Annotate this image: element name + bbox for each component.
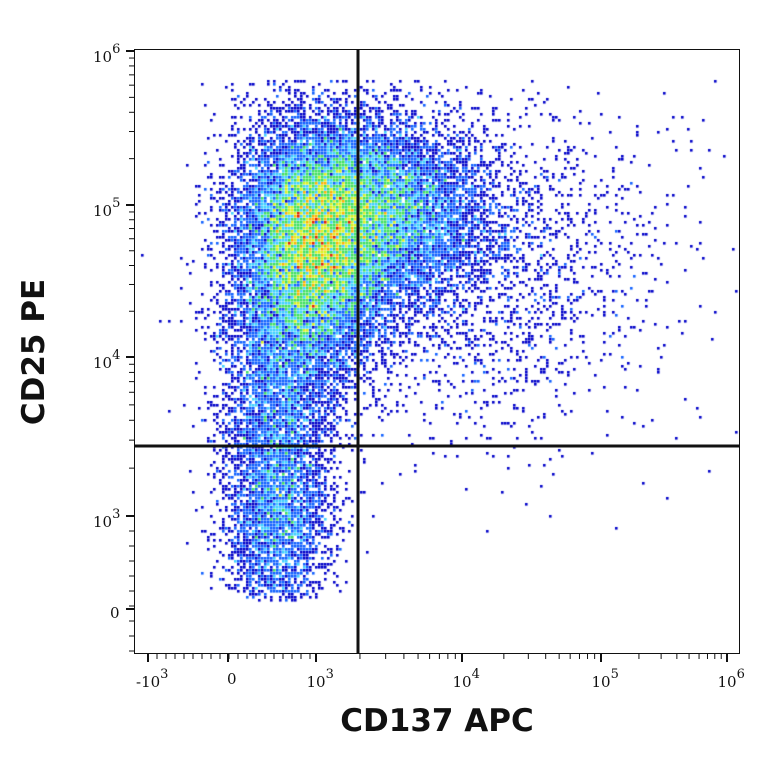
x-tick-label: 105 [591,667,619,691]
y-tick-label: 103 [93,506,121,531]
y-tick-label: 105 [93,195,121,220]
x-tick-label: 104 [452,667,480,691]
y-tick-label: 106 [93,41,121,66]
y-tick-label: 0 [110,604,120,622]
density-scatter [135,50,741,655]
y-tick-label: 104 [93,347,121,372]
plot-area [134,49,741,655]
x-tick-label: 0 [227,670,237,688]
x-axis-title: CD137 APC [340,703,534,739]
x-tick-label: -103 [136,667,169,691]
x-tick-label: 103 [306,667,334,691]
x-tick-label: 106 [717,667,745,691]
y-axis-title: CD25 PE [16,278,52,426]
